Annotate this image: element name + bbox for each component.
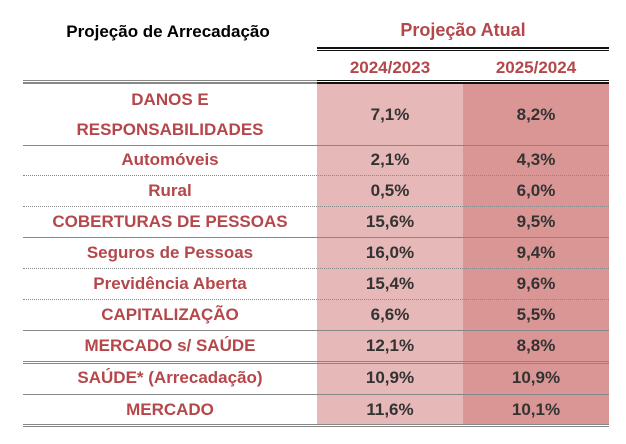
table-row: DANOS E RESPONSABILIDADES 7,1% 8,2% [23,84,609,145]
table-row: Automóveis 2,1% 4,3% [23,145,609,175]
value-2024: 7,1% [370,104,410,124]
value-2025: 6,0% [516,180,556,200]
value-2025: 9,6% [516,273,556,293]
value-2025: 5,5% [516,304,556,324]
table-row: MERCADO 11,6% 10,1% [23,394,609,425]
row-label: Automóveis [121,150,219,169]
row-label: Previdência Aberta [93,273,247,293]
row-divider [23,206,609,207]
value-2025: 9,5% [516,211,556,231]
table-row: SAÚDE* (Arrecadação) 10,9% 10,9% [23,362,609,394]
table-title: Projeção de Arrecadação [66,22,270,41]
column-header-2024: 2024/2023 [349,58,431,77]
value-2025: 8,2% [516,104,556,124]
value-2025: 8,8% [516,336,556,355]
value-2024: 6,6% [370,304,410,324]
row-divider [23,268,609,269]
row-label: COBERTURAS DE PESSOAS [52,211,288,231]
header-divider-right [317,80,609,84]
row-label: MERCADO s/ SAÚDE [84,336,256,355]
table-row: Rural 0,5% 6,0% [23,175,609,206]
row-label: CAPITALIZAÇÃO [101,304,239,324]
row-label: Rural [148,180,192,200]
column-header-2025: 2025/2024 [495,58,577,77]
value-2025: 10,9% [511,368,561,387]
column-shade-2025 [463,84,609,424]
value-2024: 11,6% [366,399,414,419]
row-label: Seguros de Pessoas [86,242,254,262]
value-2025: 4,3% [516,150,556,169]
row-label: SAÚDE* (Arrecadação) [77,368,263,387]
value-2024: 10,9% [365,368,415,387]
value-2025: 10,1% [511,399,561,419]
table-row: Previdência Aberta 15,4% 9,6% [23,268,609,299]
value-2024: 12,1% [365,336,415,355]
row-divider [23,237,609,238]
row-divider [23,424,609,427]
header-divider [317,47,609,51]
table-row: CAPITALIZAÇÃO 6,6% 5,5% [23,299,609,330]
row-label: MERCADO [126,399,214,419]
value-2024: 16,0% [365,242,415,262]
value-2024: 2,1% [370,150,410,169]
value-2024: 15,6% [365,211,415,231]
row-divider [23,175,609,176]
value-2024: 0,5% [370,180,410,200]
table-row: Seguros de Pessoas 16,0% 9,4% [23,237,609,268]
row-divider [23,361,609,364]
column-shade-2024 [317,84,463,424]
group-header: Projeção Atual [400,20,526,40]
row-divider [23,394,609,395]
row-divider [23,145,609,146]
row-divider [23,299,609,300]
value-2025: 9,4% [516,242,556,262]
table-row: MERCADO s/ SAÚDE 12,1% 8,8% [23,330,609,362]
header-divider-left [23,80,317,84]
row-label: DANOS E RESPONSABILIDADES [76,89,264,139]
table-row: COBERTURAS DE PESSOAS 15,6% 9,5% [23,206,609,237]
row-divider [23,330,609,331]
value-2024: 15,4% [365,273,415,293]
